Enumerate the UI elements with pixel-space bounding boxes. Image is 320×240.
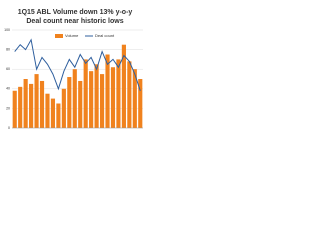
legend-swatch (55, 34, 63, 38)
chart-subtitle: Deal count near historic lows (26, 18, 123, 25)
bar (105, 54, 110, 128)
legend-label: Deal count (95, 33, 115, 38)
bar (110, 67, 116, 128)
y-tick-label: 40 (6, 87, 10, 91)
bar (18, 86, 23, 128)
bar (116, 59, 121, 128)
y-tick-label: 20 (6, 106, 10, 110)
bar (83, 59, 88, 128)
bar (99, 74, 105, 128)
bar (34, 74, 39, 128)
chart: 1Q15 ABL Volume down 13% y-o-y Deal coun… (4, 9, 143, 130)
bar (127, 61, 132, 128)
bar (45, 93, 50, 128)
bar (56, 103, 61, 128)
bar (132, 69, 137, 128)
y-tick-label: 100 (4, 28, 10, 32)
bar (78, 80, 83, 128)
chart-title: 1Q15 ABL Volume down 13% y-o-y (18, 9, 133, 16)
bar (39, 80, 45, 128)
bar (50, 98, 56, 128)
bar (29, 83, 34, 128)
bar (121, 44, 126, 129)
legend-label: Volume (65, 33, 79, 38)
bar (94, 64, 99, 128)
line-series (14, 38, 141, 91)
bar (89, 71, 94, 128)
bar (61, 88, 66, 128)
y-tick-label: 80 (6, 48, 10, 52)
bar (138, 79, 143, 128)
y-tick-label: 0 (8, 126, 10, 130)
bar (23, 79, 28, 128)
y-tick-label: 60 (6, 67, 10, 71)
bar (72, 69, 77, 128)
bar (12, 90, 17, 128)
bar (67, 77, 72, 128)
